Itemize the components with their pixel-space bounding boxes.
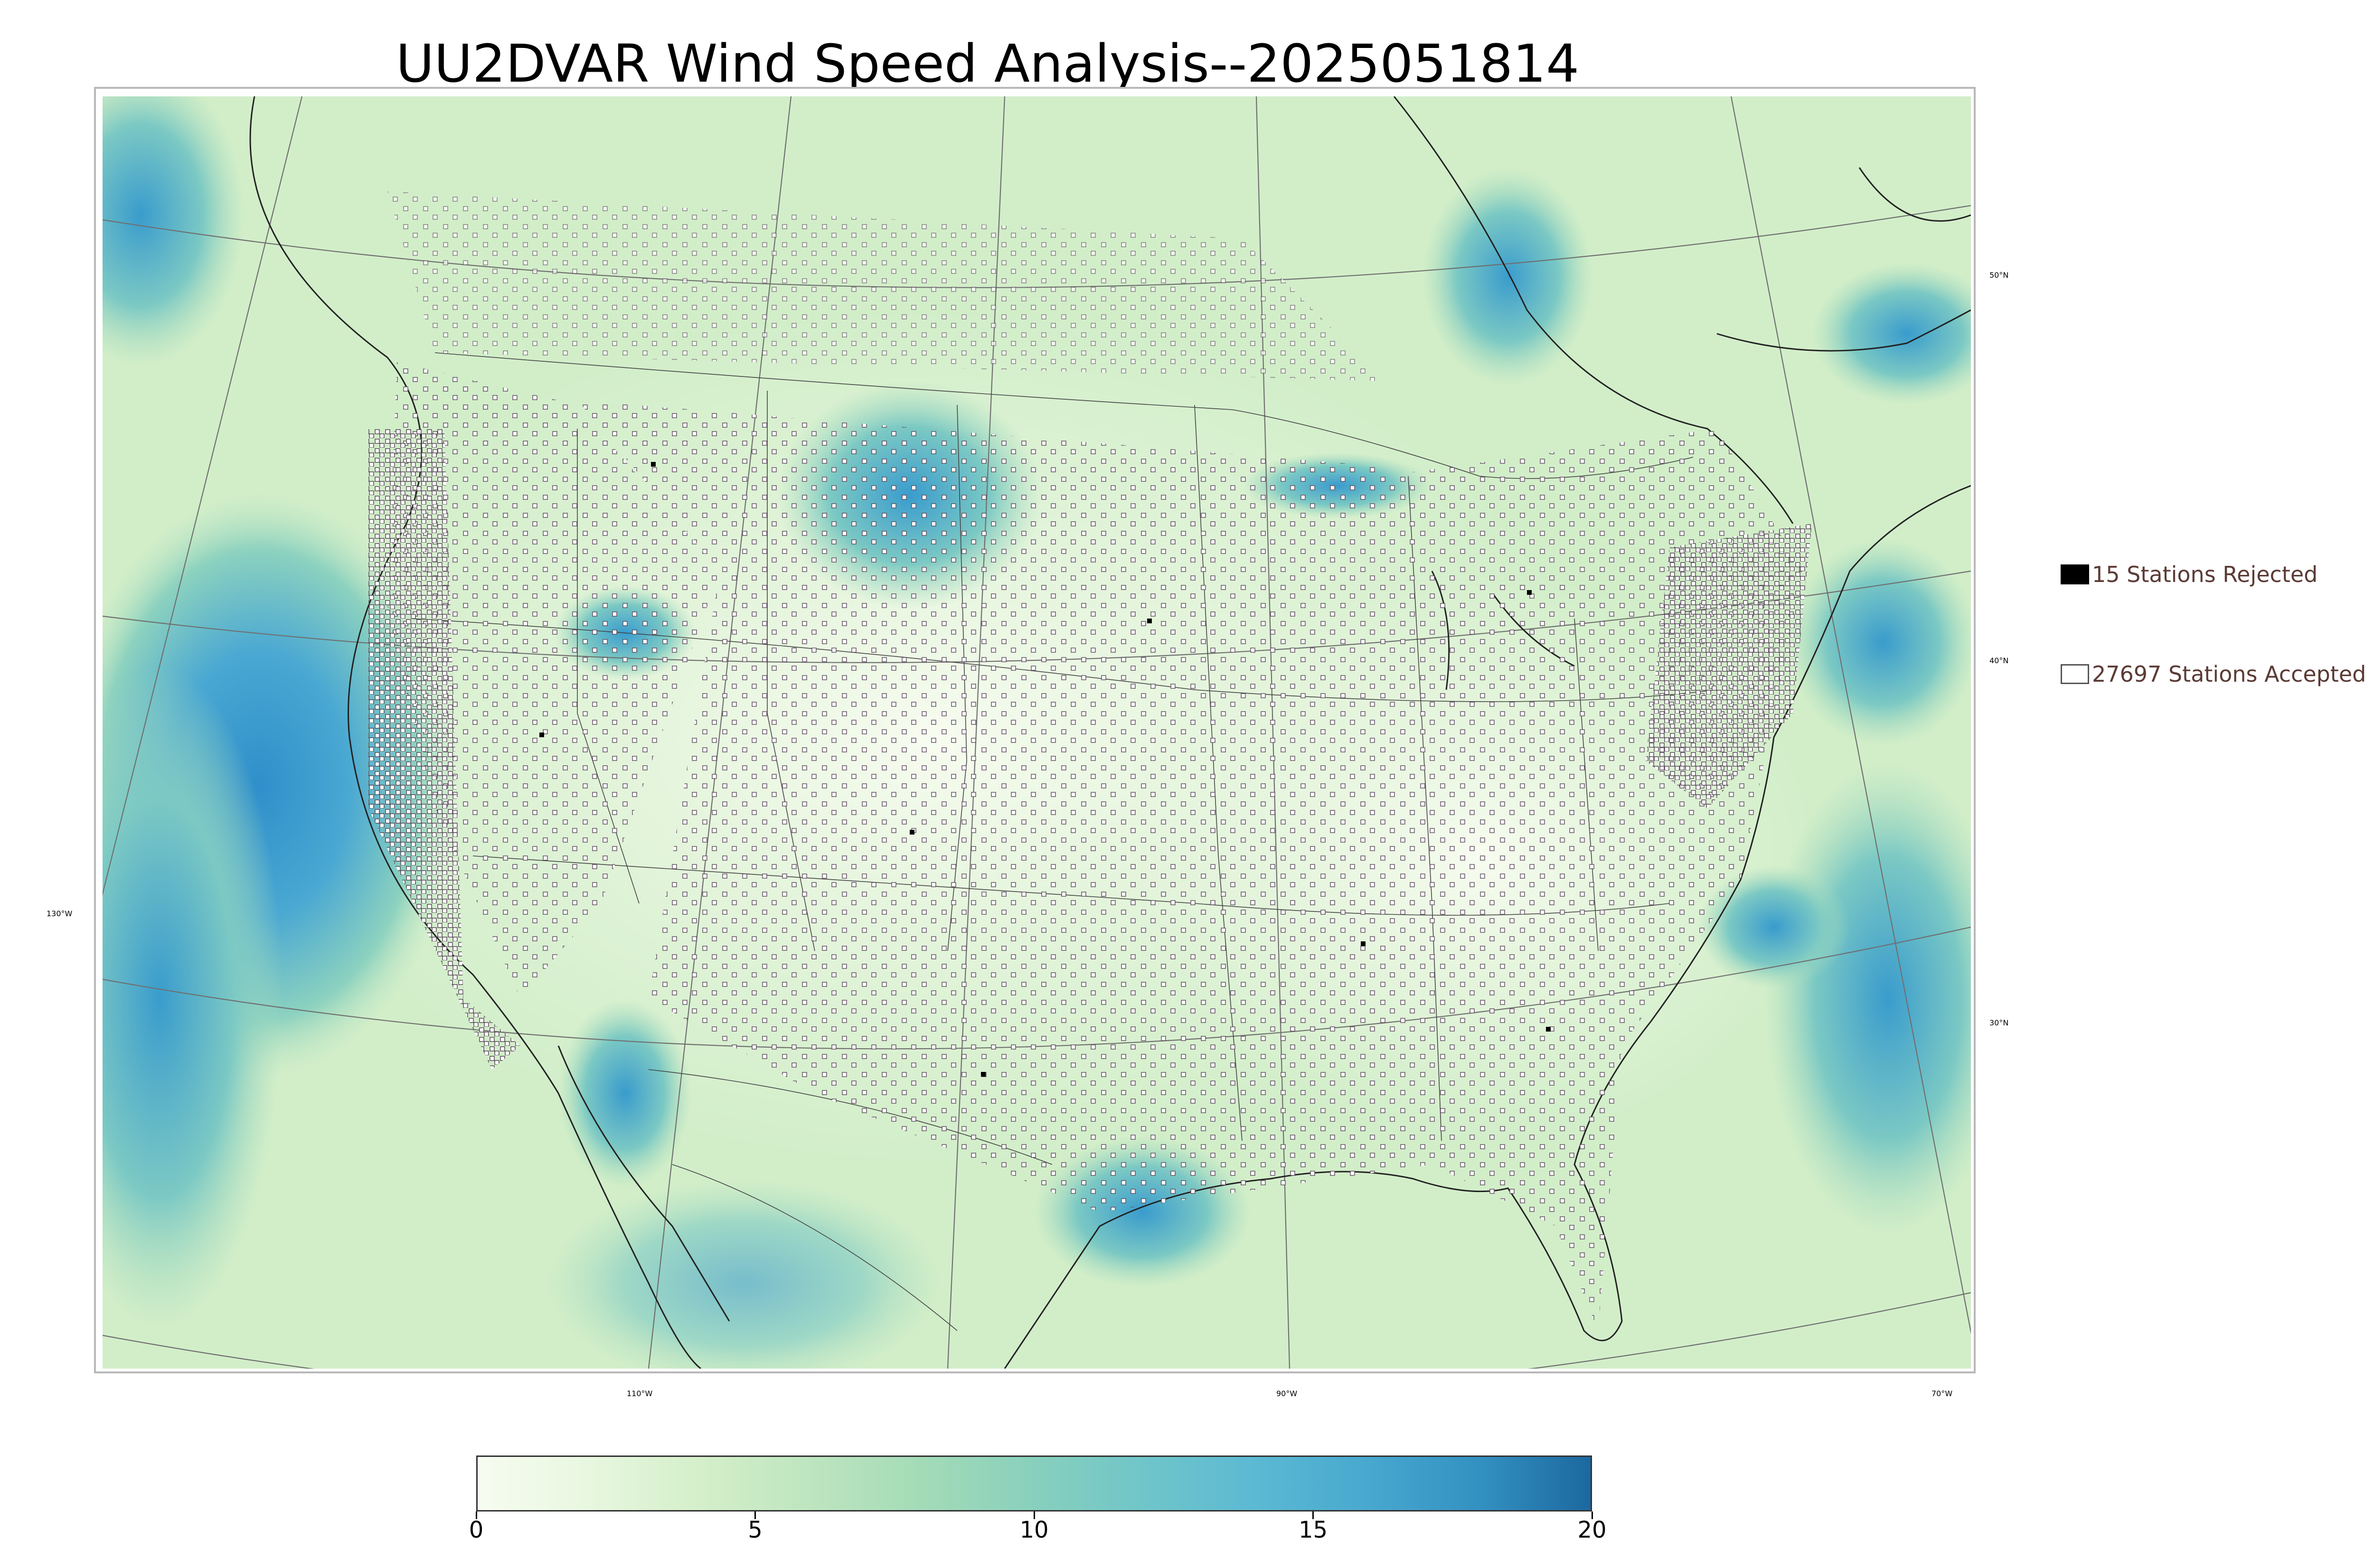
west-coast-wind [103,666,283,1331]
colorbar-tick [754,1512,756,1519]
rejected-station [1147,619,1152,623]
latitude-label: 30°N [1989,1018,2009,1027]
wind-speed-colorbar [476,1455,1592,1512]
rejected-station [1546,1027,1551,1032]
longitude-label: 130°W [47,909,73,918]
rejected-station [651,462,656,467]
accepted-stations-northeast [1646,524,1812,808]
rejected-station [539,732,544,737]
baja-wind [544,1179,943,1369]
atlantic-wind [1698,865,1850,989]
colorbar-tick-label: 15 [1298,1517,1328,1543]
longitude-label: 90°W [1276,1389,1298,1398]
longitude-label: 70°W [1931,1389,1953,1398]
colorbar-tick-label: 0 [469,1517,484,1543]
station-markers [368,191,1812,1331]
rejected-marker-swatch [2061,564,2089,584]
legend-rejected-label: 15 Stations Rejected [2092,562,2318,587]
accepted-stations-central [577,400,1432,1212]
rejected-station [1361,941,1366,946]
north-pacific-wind [103,96,245,367]
gulf-of-california-wind [558,998,691,1188]
legend-accepted: 27697 Stations Accepted [2061,661,2366,687]
colorbar-tick-label: 5 [748,1517,763,1543]
colorbar-tick [1312,1512,1314,1519]
east-coast-wind [1788,538,1971,747]
longitude-label: 110°W [627,1389,653,1398]
chart-title: UU2DVAR Wind Speed Analysis--2025051814 [396,33,1580,94]
colorbar-tick [1033,1512,1035,1519]
hudson-bay-wind [1423,168,1593,386]
legend-accepted-label: 27697 Stations Accepted [2092,661,2366,687]
rejected-station [981,1072,986,1077]
map-panel [94,87,1976,1373]
accepted-stations-canada [387,191,1385,381]
accepted-marker-swatch [2061,664,2089,684]
gulf-st-lawrence-wind [1812,263,1971,405]
latitude-label: 40°N [1989,656,2009,665]
colorbar-tick-label: 10 [1019,1517,1049,1543]
latitude-label: 50°N [1989,271,2009,280]
legend-rejected: 15 Stations Rejected [2061,562,2317,587]
colorbar-tick [1591,1512,1593,1519]
accepted-stations-west [387,362,720,998]
accepted-stations-coast [368,429,520,1070]
colorbar-tick [475,1512,477,1519]
colorbar-tick-label: 20 [1577,1517,1607,1543]
rejected-station [910,830,914,835]
wind-speed-map [103,96,1971,1369]
rejected-station [1527,590,1532,595]
